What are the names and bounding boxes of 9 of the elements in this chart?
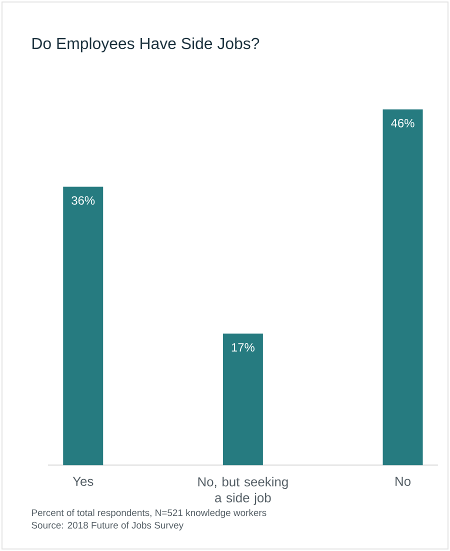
chart-title: Do Employees Have Side Jobs? xyxy=(32,37,260,52)
data-label: 17% xyxy=(232,343,254,352)
x-tick-label: Yes xyxy=(72,476,94,486)
x-tick-label: No xyxy=(396,476,411,486)
data-label: 46% xyxy=(391,118,414,128)
x-tick-label: No, but seeking a side job xyxy=(198,476,288,505)
source-note: Source: 2018 Future of Jobs Survey xyxy=(32,522,184,530)
text: Percent of total respondents, N=521 knowledge workers xyxy=(32,509,266,518)
data-label: 36% xyxy=(72,196,95,205)
